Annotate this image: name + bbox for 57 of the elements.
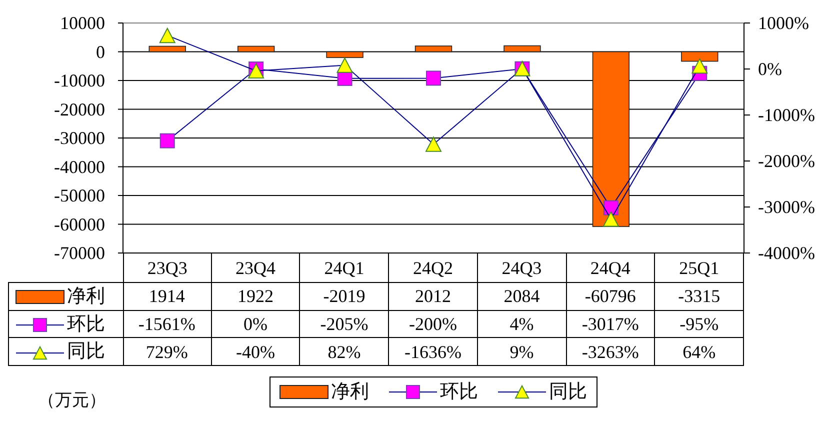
point	[336, 58, 353, 73]
legend-label: 净利	[67, 286, 105, 307]
y-tick-label: -50000	[54, 186, 105, 206]
y2-tick-label: -4000%	[758, 243, 815, 263]
data-label: -60796	[584, 286, 636, 306]
text: 环比	[440, 382, 478, 402]
y-tick-label: -60000	[54, 214, 105, 234]
data-label: -205%	[320, 314, 368, 334]
x-tick-label: 23Q4	[236, 258, 276, 278]
y-tick-label: -30000	[54, 128, 105, 148]
data-label: 729%	[146, 342, 188, 362]
data-label: 1922	[238, 286, 274, 306]
y-tick-label: -20000	[54, 99, 105, 120]
text: （万元）	[38, 390, 106, 410]
data-label: 9%	[510, 342, 534, 362]
x-tick-label: 24Q1	[324, 258, 364, 278]
y-tick-label: -70000	[54, 243, 105, 263]
data-label: 64%	[682, 342, 716, 362]
data-label: -40%	[236, 342, 276, 362]
y-tick-label: 0	[96, 42, 105, 62]
point	[426, 70, 441, 86]
data-label: 82%	[328, 342, 361, 362]
data-label: 4%	[510, 314, 534, 334]
text: 净利	[331, 382, 369, 402]
data-label: -1561%	[138, 314, 196, 334]
x-tick-label: 23Q3	[147, 258, 188, 278]
y-tick-label: -10000	[54, 70, 105, 90]
data-label: -3017%	[582, 314, 639, 334]
legend-label: 环比	[67, 314, 105, 335]
data-label: 0%	[244, 314, 268, 334]
point	[159, 28, 176, 44]
y-tick-label: -40000	[54, 156, 105, 177]
x-tick-label: 24Q2	[412, 258, 453, 278]
x-tick-label: 24Q4	[590, 258, 630, 278]
y2-tick-label: -1000%	[758, 105, 815, 125]
x-tick-label: 25Q1	[679, 258, 720, 278]
data-label: -2019	[323, 286, 366, 306]
point	[426, 136, 442, 152]
data-label: 1914	[148, 286, 185, 306]
data-label: -3315	[678, 286, 720, 306]
legend-label: 同比	[67, 341, 105, 362]
data-label: 2012	[414, 286, 451, 306]
x-tick-label: 24Q3	[502, 258, 542, 278]
y2-tick-label: 1000%	[758, 13, 809, 33]
data-label: -3263%	[582, 342, 639, 362]
y2-tick-label: 0%	[758, 59, 782, 79]
point	[160, 133, 175, 148]
point	[602, 211, 619, 227]
text: 同比	[549, 382, 587, 402]
y2-tick-label: -2000%	[758, 151, 815, 171]
data-label: -95%	[680, 314, 719, 334]
point	[692, 58, 708, 74]
data-label: -1636%	[404, 342, 462, 362]
y2-tick-label: -3000%	[758, 197, 815, 217]
data-label: 2084	[504, 286, 540, 306]
data-label: -200%	[408, 314, 457, 334]
y-tick-label: 10000	[60, 13, 105, 33]
